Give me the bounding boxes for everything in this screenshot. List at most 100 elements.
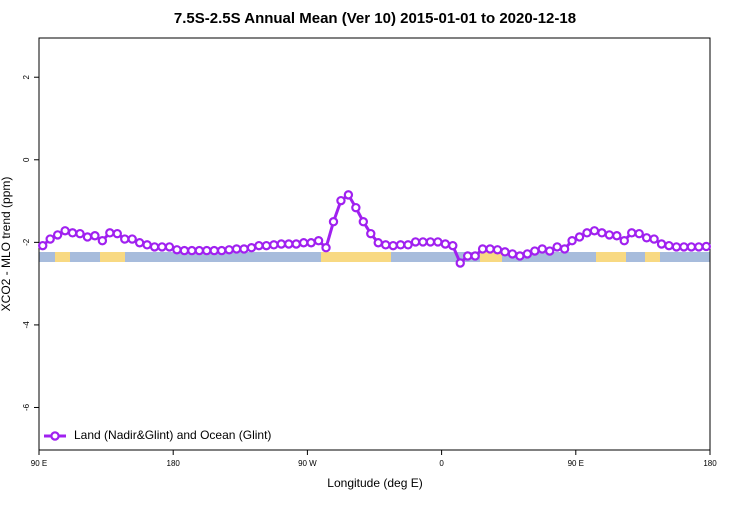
- data-point: [425, 237, 436, 247]
- data-point: [410, 237, 421, 247]
- data-point: [172, 245, 182, 255]
- x-tick-label: 180: [167, 459, 181, 468]
- data-point: [500, 247, 510, 257]
- data-point: [641, 233, 652, 243]
- data-point: [284, 239, 294, 249]
- data-point: [127, 234, 137, 244]
- data-point: [343, 190, 354, 200]
- data-point: [679, 242, 689, 252]
- data-point: [194, 245, 204, 256]
- data-point: [612, 231, 622, 241]
- data-point: [373, 238, 383, 248]
- y-tick-label: -6: [22, 403, 31, 411]
- data-point: [231, 244, 242, 254]
- land-band: [100, 252, 125, 262]
- data-point: [664, 240, 674, 251]
- x-tick-label: 0: [439, 459, 444, 468]
- data-point: [112, 228, 122, 239]
- data-point: [328, 217, 339, 227]
- data-point: [448, 240, 458, 251]
- data-point: [321, 243, 331, 253]
- legend-label: Land (Nadir&Glint) and Ocean (Glint): [74, 428, 271, 442]
- data-point: [686, 242, 697, 252]
- data-point: [149, 242, 160, 252]
- data-point: [239, 244, 249, 254]
- data-point: [209, 245, 219, 256]
- data-point: [388, 240, 398, 251]
- legend-marker: [50, 431, 60, 441]
- land-ocean-mask: [39, 252, 710, 262]
- data-point: [433, 237, 443, 247]
- data-point: [216, 245, 227, 256]
- data-point: [440, 239, 451, 249]
- data-point: [336, 195, 346, 206]
- land-band: [321, 252, 391, 262]
- data-point: [403, 240, 413, 250]
- data-point: [604, 230, 615, 240]
- data-point: [366, 228, 376, 239]
- data-point: [619, 235, 629, 246]
- land-band: [480, 252, 502, 262]
- data-point: [269, 240, 279, 250]
- data-point: [701, 241, 711, 252]
- x-axis-label: Longitude (deg E): [327, 476, 422, 490]
- data-point: [224, 245, 234, 255]
- x-tick-label: 90 E: [31, 459, 47, 468]
- data-point: [38, 240, 48, 251]
- data-point: [597, 228, 607, 238]
- data-point: [492, 245, 503, 255]
- data-point: [559, 244, 570, 254]
- land-band: [55, 252, 70, 262]
- data-point: [75, 228, 85, 239]
- data-point: [462, 251, 473, 261]
- data-point: [395, 240, 406, 250]
- data-point: [276, 239, 287, 249]
- data-point: [351, 202, 361, 213]
- data-point: [694, 242, 704, 252]
- data-point: [567, 235, 577, 246]
- data-point: [627, 228, 637, 238]
- y-tick-label: 2: [22, 74, 31, 79]
- data-point: [574, 232, 585, 242]
- x-tick-label: 90 W: [298, 459, 317, 468]
- data-point: [67, 228, 78, 238]
- data-point: [455, 258, 465, 268]
- data-point: [202, 245, 212, 256]
- y-tick-label: -4: [22, 321, 31, 329]
- data-point: [52, 230, 63, 240]
- data-point: [671, 242, 682, 252]
- data-point: [649, 234, 659, 244]
- x-tick-label: 180: [703, 459, 717, 468]
- data-point: [589, 226, 600, 236]
- data-point: [90, 231, 100, 241]
- data-point: [418, 237, 428, 247]
- data-point: [485, 244, 495, 254]
- data-point: [582, 228, 592, 238]
- data-point: [120, 234, 130, 244]
- data-point: [313, 235, 324, 246]
- data-point: [142, 240, 152, 250]
- data-point: [97, 235, 108, 246]
- data-point: [134, 238, 145, 248]
- land-band: [596, 252, 626, 262]
- data-point: [530, 246, 540, 256]
- data-point: [246, 243, 257, 253]
- chart-title: 7.5S-2.5S Annual Mean (Ver 10) 2015-01-0…: [174, 10, 576, 27]
- data-point: [507, 249, 518, 259]
- data-point: [179, 245, 190, 256]
- y-tick-label: -2: [22, 238, 31, 246]
- data-point: [291, 239, 301, 249]
- data-point: [164, 242, 175, 252]
- data-point: [470, 251, 480, 261]
- x-tick-label: 90 E: [568, 459, 584, 468]
- data-point: [537, 244, 547, 254]
- data-point: [298, 238, 309, 248]
- data-point: [515, 251, 525, 261]
- data-point: [522, 249, 533, 259]
- data-point: [105, 228, 115, 238]
- data-point: [306, 238, 316, 248]
- data-point: [634, 228, 644, 239]
- data-point: [157, 242, 167, 252]
- data-point: [656, 239, 667, 249]
